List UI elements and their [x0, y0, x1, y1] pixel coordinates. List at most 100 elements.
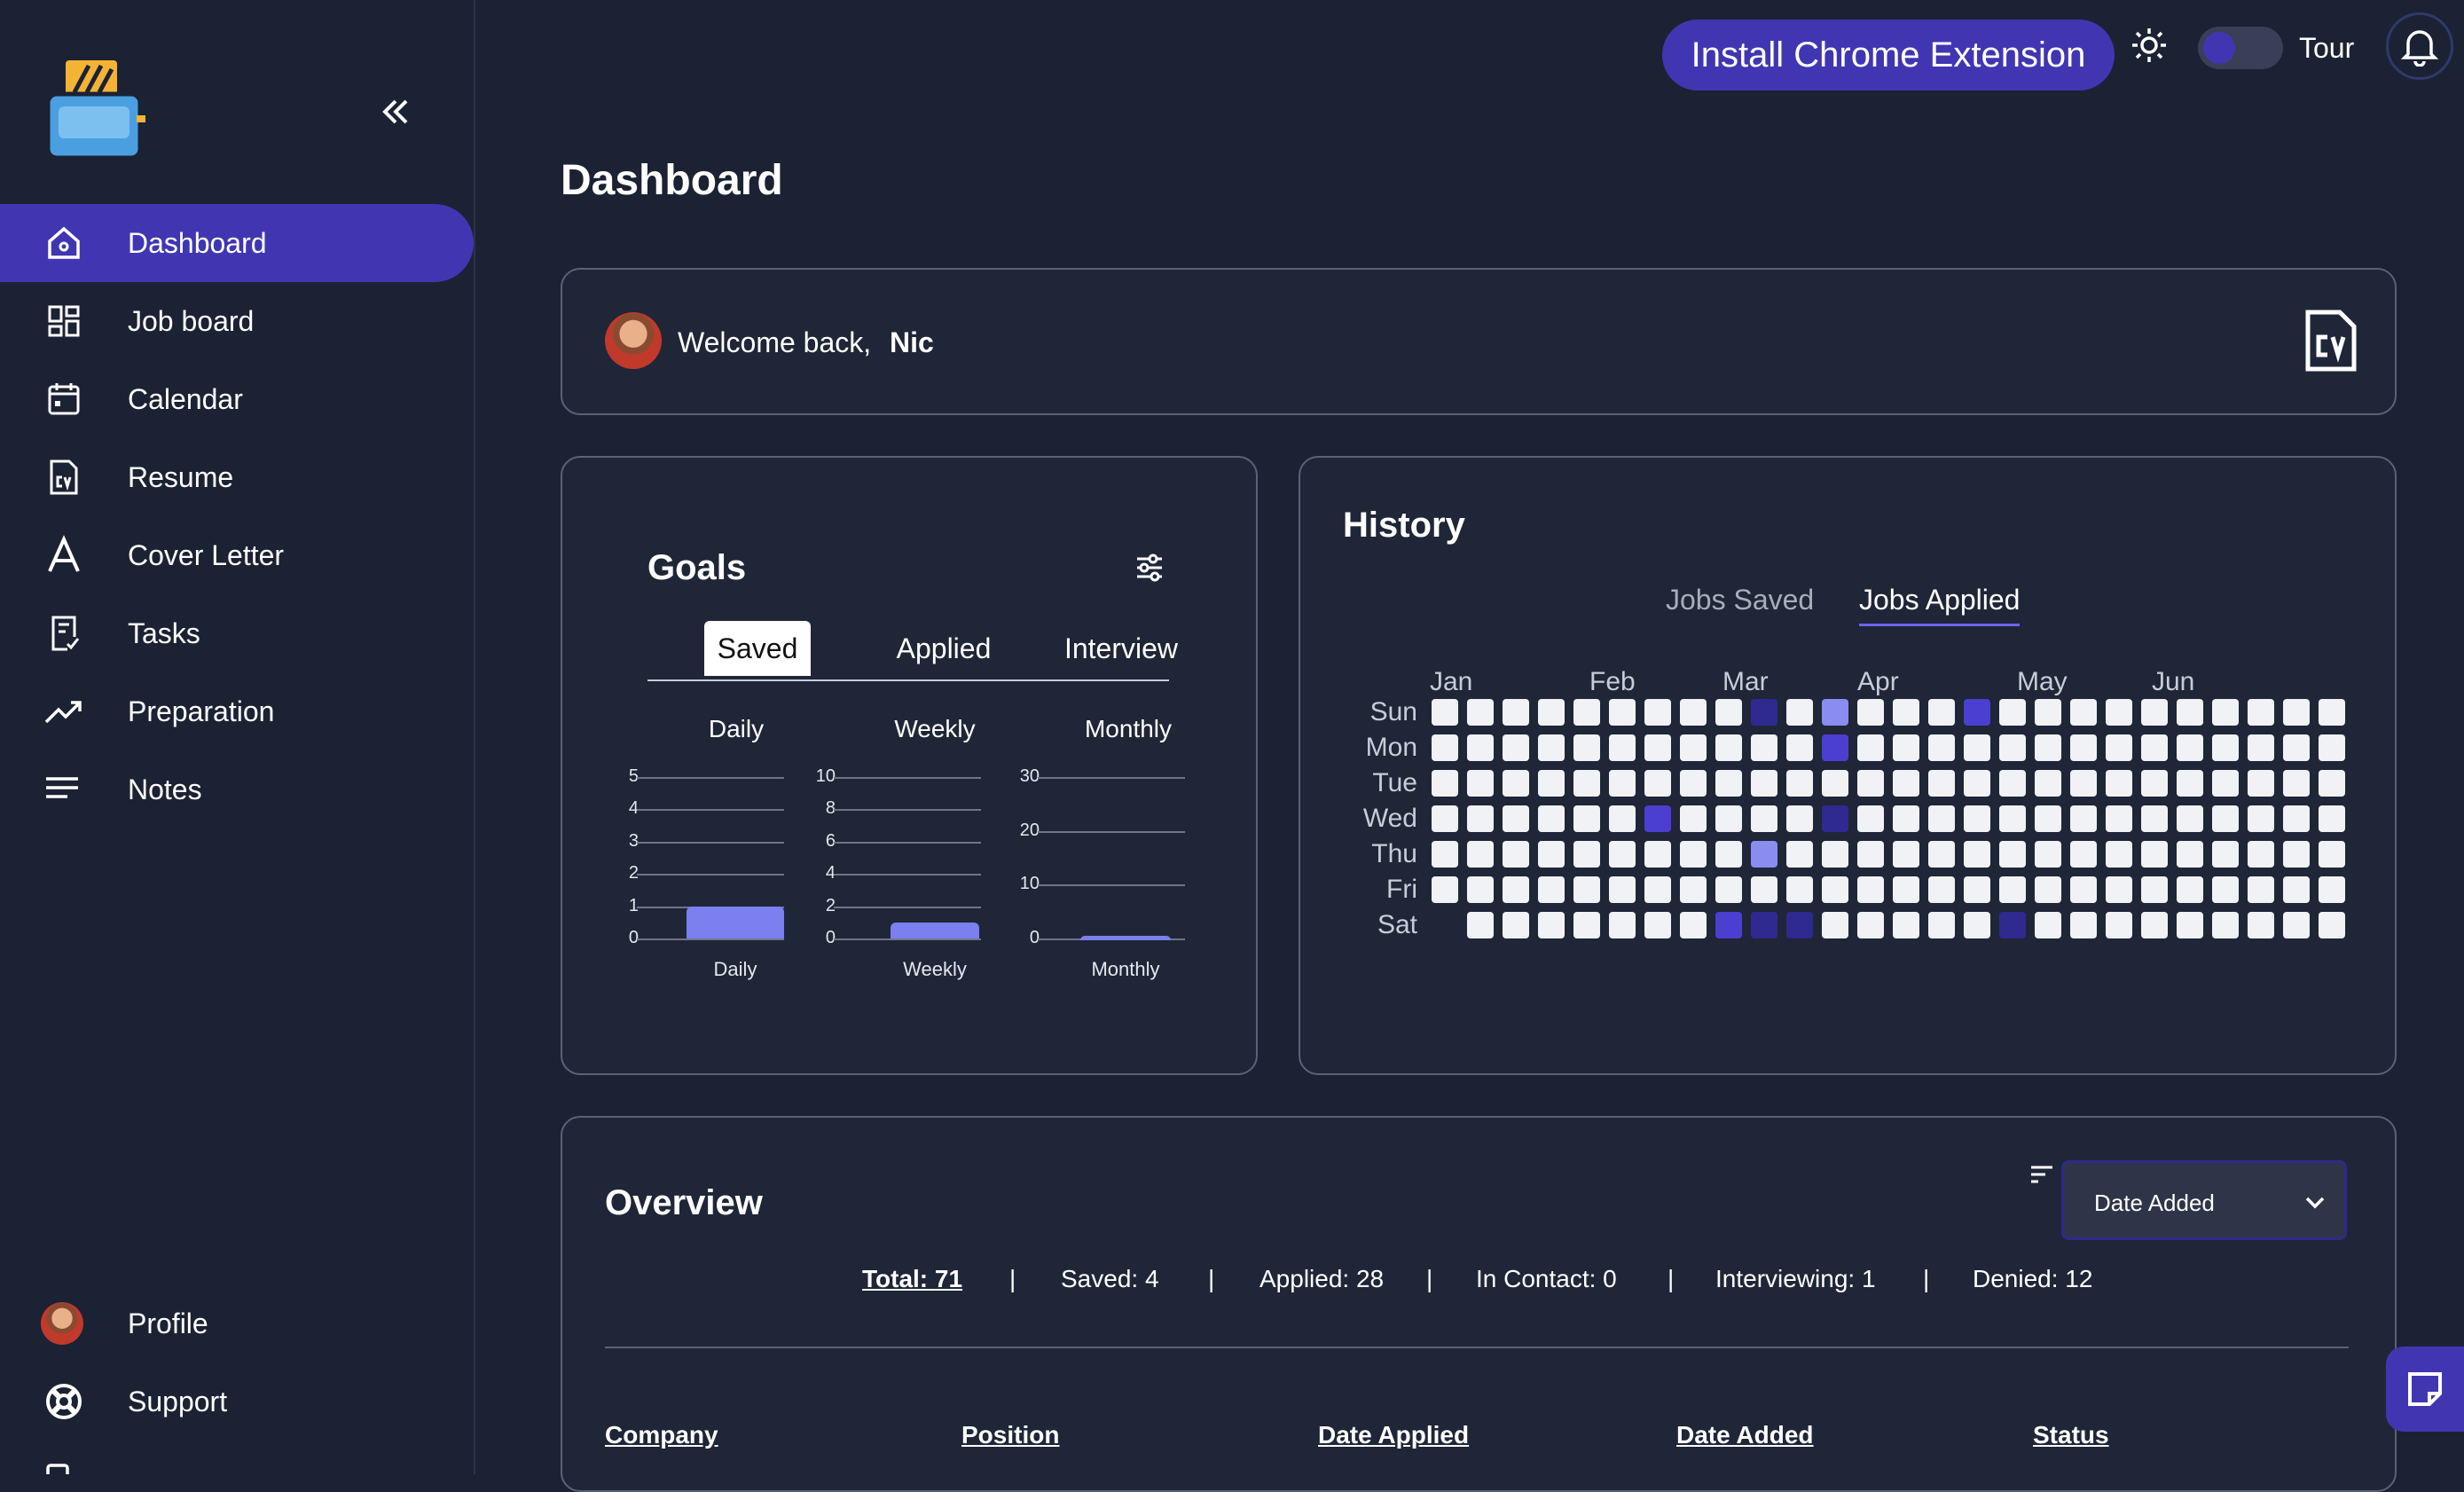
heatmap-cell[interactable]: [2283, 876, 2310, 903]
heatmap-cell[interactable]: [2106, 770, 2132, 797]
heatmap-cell[interactable]: [1928, 841, 1955, 868]
heatmap-cell[interactable]: [1893, 912, 1919, 938]
heatmap-cell[interactable]: [2070, 912, 2097, 938]
heatmap-cell[interactable]: [1893, 699, 1919, 726]
heatmap-cell[interactable]: [1715, 841, 1742, 868]
tour-toggle[interactable]: [2198, 27, 2283, 69]
heatmap-cell[interactable]: [2035, 912, 2061, 938]
heatmap-cell[interactable]: [1964, 912, 1990, 938]
heatmap-cell[interactable]: [1893, 876, 1919, 903]
heatmap-cell[interactable]: [1680, 912, 1707, 938]
heatmap-cell[interactable]: [1857, 841, 1884, 868]
sidebar-item-job-board[interactable]: Job board: [0, 282, 474, 360]
heatmap-cell[interactable]: [2070, 805, 2097, 832]
heatmap-cell[interactable]: [1503, 699, 1529, 726]
heatmap-cell[interactable]: [1786, 699, 1813, 726]
heatmap-cell[interactable]: [2177, 770, 2203, 797]
heatmap-cell[interactable]: [2319, 841, 2345, 868]
install-extension-button[interactable]: Install Chrome Extension: [1662, 20, 2115, 90]
heatmap-cell[interactable]: [1573, 841, 1600, 868]
heatmap-cell[interactable]: [2141, 734, 2168, 761]
heatmap-cell[interactable]: [2283, 734, 2310, 761]
heatmap-cell[interactable]: [1680, 876, 1707, 903]
heatmap-cell[interactable]: [2319, 770, 2345, 797]
heatmap-cell[interactable]: [2212, 805, 2239, 832]
heatmap-cell[interactable]: [2070, 734, 2097, 761]
heatmap-cell[interactable]: [1680, 734, 1707, 761]
heatmap-cell[interactable]: [1928, 876, 1955, 903]
heatmap-cell[interactable]: [2070, 841, 2097, 868]
heatmap-cell[interactable]: [1786, 876, 1813, 903]
history-tab-jobs-applied[interactable]: Jobs Applied: [1859, 584, 2021, 626]
heatmap-cell[interactable]: [1609, 734, 1636, 761]
app-logo[interactable]: [44, 53, 151, 169]
heatmap-cell[interactable]: [1786, 770, 1813, 797]
heatmap-cell[interactable]: [2283, 770, 2310, 797]
heatmap-cell[interactable]: [1786, 734, 1813, 761]
heatmap-cell[interactable]: [2283, 912, 2310, 938]
heatmap-cell[interactable]: [2141, 876, 2168, 903]
heatmap-cell[interactable]: [2106, 699, 2132, 726]
heatmap-cell[interactable]: [1715, 876, 1742, 903]
heatmap-cell[interactable]: [1751, 912, 1777, 938]
heatmap-cell[interactable]: [1644, 699, 1671, 726]
heatmap-cell[interactable]: [2319, 805, 2345, 832]
heatmap-cell[interactable]: [2212, 912, 2239, 938]
heatmap-cell[interactable]: [2106, 734, 2132, 761]
heatmap-cell[interactable]: [1822, 805, 1848, 832]
heatmap-cell[interactable]: [2070, 876, 2097, 903]
heatmap-cell[interactable]: [1538, 876, 1565, 903]
heatmap-cell[interactable]: [1715, 699, 1742, 726]
heatmap-cell[interactable]: [1964, 734, 1990, 761]
heatmap-cell[interactable]: [1609, 876, 1636, 903]
logout-icon[interactable]: [44, 1460, 80, 1474]
heatmap-cell[interactable]: [2283, 805, 2310, 832]
heatmap-cell[interactable]: [2070, 699, 2097, 726]
heatmap-cell[interactable]: [1751, 699, 1777, 726]
heatmap-cell[interactable]: [2141, 912, 2168, 938]
heatmap-cell[interactable]: [1503, 770, 1529, 797]
heatmap-cell[interactable]: [1432, 805, 1458, 832]
heatmap-cell[interactable]: [2035, 734, 2061, 761]
heatmap-cell[interactable]: [1822, 876, 1848, 903]
heatmap-cell[interactable]: [1999, 912, 2026, 938]
goals-tab-saved[interactable]: Saved: [704, 621, 811, 676]
heatmap-cell[interactable]: [1609, 805, 1636, 832]
heatmap-cell[interactable]: [2283, 699, 2310, 726]
sidebar-item-calendar[interactable]: Calendar: [0, 360, 474, 438]
heatmap-cell[interactable]: [2248, 841, 2274, 868]
heatmap-cell[interactable]: [1432, 841, 1458, 868]
heatmap-cell[interactable]: [1503, 841, 1529, 868]
sidebar-item-support[interactable]: Support: [0, 1362, 474, 1441]
heatmap-cell[interactable]: [2106, 876, 2132, 903]
heatmap-cell[interactable]: [1573, 770, 1600, 797]
heatmap-cell[interactable]: [2248, 912, 2274, 938]
heatmap-cell[interactable]: [2035, 841, 2061, 868]
heatmap-cell[interactable]: [1644, 805, 1671, 832]
heatmap-cell[interactable]: [1680, 770, 1707, 797]
heatmap-cell[interactable]: [2070, 770, 2097, 797]
heatmap-cell[interactable]: [1538, 841, 1565, 868]
heatmap-cell[interactable]: [2106, 805, 2132, 832]
heatmap-cell[interactable]: [1822, 770, 1848, 797]
heatmap-cell[interactable]: [1999, 699, 2026, 726]
heatmap-cell[interactable]: [1432, 876, 1458, 903]
heatmap-cell[interactable]: [1573, 699, 1600, 726]
sidebar-item-dashboard[interactable]: Dashboard: [0, 204, 474, 282]
goals-tab-applied[interactable]: Applied: [864, 621, 1024, 676]
heatmap-cell[interactable]: [2141, 841, 2168, 868]
heatmap-cell[interactable]: [1964, 770, 1990, 797]
heatmap-cell[interactable]: [2141, 770, 2168, 797]
heatmap-cell[interactable]: [1928, 770, 1955, 797]
heatmap-cell[interactable]: [1573, 805, 1600, 832]
heatmap-cell[interactable]: [1467, 841, 1494, 868]
heatmap-cell[interactable]: [1644, 734, 1671, 761]
heatmap-cell[interactable]: [1857, 734, 1884, 761]
heatmap-cell[interactable]: [1857, 876, 1884, 903]
heatmap-cell[interactable]: [1822, 734, 1848, 761]
stat-total[interactable]: Total: 71: [862, 1265, 962, 1293]
theme-toggle-button[interactable]: [2130, 27, 2168, 64]
heatmap-cell[interactable]: [1715, 734, 1742, 761]
collapse-sidebar-button[interactable]: [376, 92, 415, 131]
heatmap-cell[interactable]: [1467, 699, 1494, 726]
